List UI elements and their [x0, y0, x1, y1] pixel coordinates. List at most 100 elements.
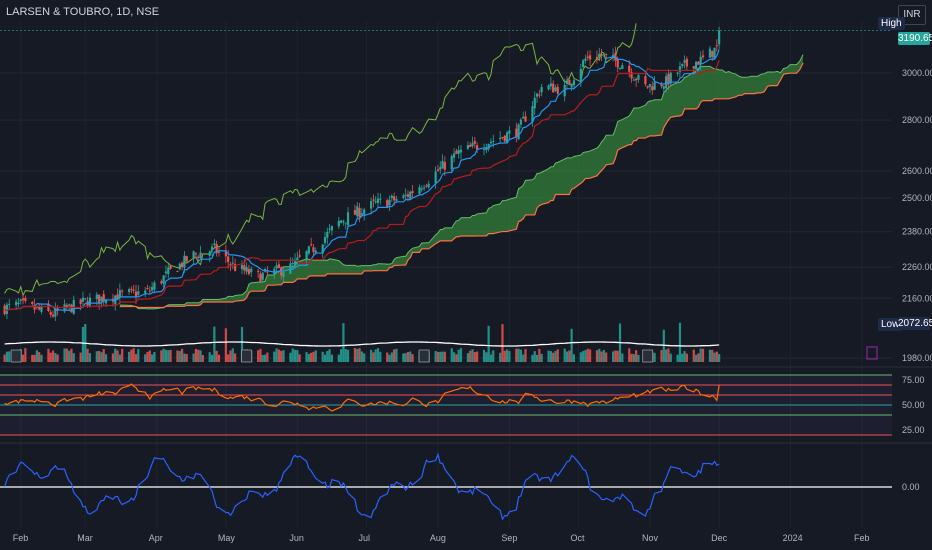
candle-body — [337, 220, 340, 227]
candle-body — [261, 272, 264, 280]
candle-body — [402, 195, 405, 198]
candle-body — [369, 201, 373, 209]
volume-bar — [72, 353, 75, 362]
candle-body — [8, 303, 11, 305]
candle-body — [443, 162, 446, 170]
volume-bar — [21, 354, 25, 362]
volume-bar — [602, 350, 605, 362]
volume-bar — [275, 348, 278, 362]
candle-body — [374, 201, 377, 203]
candle-body — [505, 132, 509, 143]
candle-body — [130, 288, 133, 290]
volume-bar — [535, 354, 539, 362]
candle-body — [683, 60, 686, 63]
volume-bar — [323, 354, 327, 362]
volume-bar — [547, 350, 550, 362]
candle-body — [676, 72, 679, 74]
volume-bar — [598, 348, 601, 362]
candle-body — [570, 83, 573, 88]
candle-body — [153, 282, 156, 290]
volume-bar — [118, 354, 121, 362]
candle-body — [535, 93, 539, 97]
candle-body — [127, 289, 131, 292]
volume-bar — [31, 354, 34, 362]
candle-body — [98, 294, 101, 304]
volume-bar — [312, 351, 315, 362]
candle-body — [273, 268, 276, 275]
candle-body — [393, 196, 396, 201]
volume-bar — [653, 352, 656, 362]
volume-bar — [185, 354, 188, 362]
candle-body — [340, 220, 343, 223]
volume-bar — [450, 348, 453, 362]
candle-body — [694, 61, 698, 70]
volume-bar — [180, 348, 184, 362]
candle-body — [605, 53, 608, 55]
candle-body — [646, 85, 649, 88]
volume-bar — [369, 349, 373, 362]
volume-bar — [411, 354, 414, 362]
volume-bar — [628, 348, 631, 362]
candle-body — [538, 94, 541, 96]
earnings-marker — [418, 349, 430, 363]
candle-body — [47, 303, 50, 311]
candle-body — [487, 144, 490, 149]
currency-button[interactable]: INR — [898, 5, 926, 25]
candle-body — [379, 198, 382, 200]
candle-body — [291, 262, 294, 264]
volume-bar — [40, 354, 43, 362]
candle-body — [148, 290, 151, 292]
low-price-tag: 2072.65 — [898, 317, 932, 330]
volume-bar — [8, 351, 11, 362]
volume-bar — [215, 350, 218, 362]
candle-body — [600, 54, 603, 56]
candle-body — [321, 244, 324, 254]
candle-body — [360, 213, 363, 216]
candle-body — [466, 145, 469, 149]
volume-bar — [358, 348, 361, 362]
candle-body — [660, 84, 663, 87]
volume-bar — [277, 349, 280, 362]
candle-body — [637, 74, 640, 80]
candle-body — [245, 267, 248, 272]
candle-body — [197, 256, 200, 258]
candle-body — [556, 86, 559, 94]
volume-bar — [715, 351, 718, 362]
volume-bar — [697, 353, 700, 362]
volume-bar — [395, 348, 398, 362]
volume-bar — [630, 353, 633, 362]
candle-body — [508, 130, 511, 134]
candle-body — [208, 251, 211, 256]
candle-body — [81, 297, 85, 302]
volume-bar — [54, 352, 57, 362]
candle-body — [515, 128, 518, 137]
candle-body — [420, 188, 423, 190]
candle-body — [588, 55, 592, 60]
volume-bar — [100, 352, 103, 362]
volume-bar — [588, 349, 592, 362]
volume-bar — [388, 354, 391, 362]
candle-body — [582, 60, 585, 67]
candle-body — [713, 47, 716, 59]
volume-bar — [409, 351, 412, 362]
volume-bar — [482, 349, 486, 362]
candle-body — [685, 58, 688, 67]
volume-bar — [127, 351, 131, 362]
candle-body — [21, 298, 25, 301]
volume-bar — [353, 348, 357, 362]
candle-body — [330, 225, 334, 231]
candle-body — [95, 294, 98, 300]
candle-body — [33, 305, 36, 310]
time-tick-label: Sep — [501, 533, 517, 543]
volume-bar — [485, 352, 488, 362]
candle-body — [503, 135, 506, 142]
candle-body — [482, 149, 486, 151]
volume-bar — [519, 349, 523, 362]
candle-body — [554, 87, 557, 91]
volume-bar — [224, 328, 227, 362]
candle-body — [644, 76, 647, 85]
price-tick-label: 2260.00 — [902, 262, 932, 272]
volume-bar — [499, 352, 502, 362]
volume-bar — [261, 354, 264, 362]
